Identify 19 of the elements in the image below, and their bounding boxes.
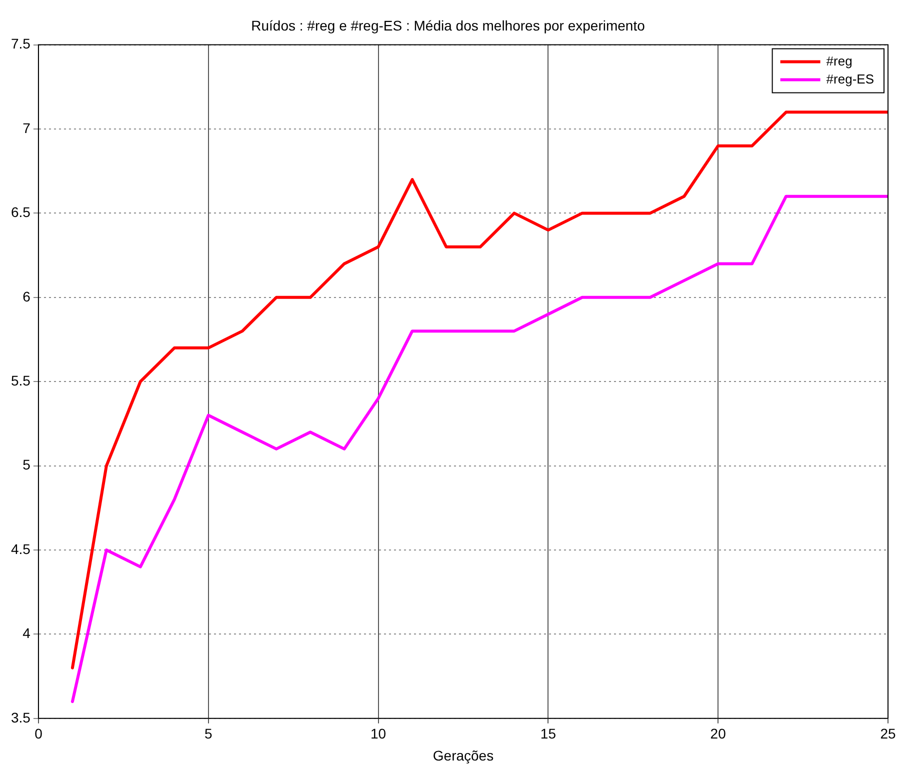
y-tick-label: 6.5 [10, 204, 31, 220]
y-tick-label: 4 [22, 625, 31, 642]
legend-label: #reg [826, 53, 852, 68]
y-tick-label: 6 [22, 288, 31, 304]
x-tick-label: 20 [710, 726, 726, 742]
x-tick-label: 0 [34, 726, 43, 742]
x-tick-label: 25 [880, 726, 896, 742]
y-tick-label: 7 [22, 120, 31, 136]
x-tick-label: 10 [370, 726, 386, 742]
y-tick-label: 3.5 [10, 709, 31, 726]
chart-title: Ruídos : #reg e #reg-ES : Média dos melhores por experimento [251, 17, 646, 34]
x-tick-label: 5 [204, 726, 212, 742]
y-tick-label: 5.5 [10, 372, 31, 388]
x-tick-label: 15 [540, 726, 556, 742]
y-tick-label: 5 [22, 456, 31, 473]
y-tick-label: 7.5 [10, 36, 31, 52]
x-axis-title: Gerações [432, 747, 494, 764]
y-tick-label: 4.5 [10, 540, 31, 557]
legend-label: #reg-ES [826, 71, 874, 86]
